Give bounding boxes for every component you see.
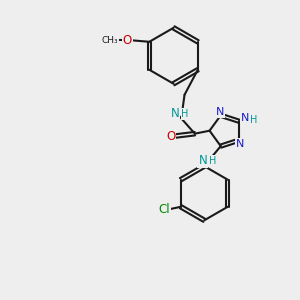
Text: O: O	[123, 34, 132, 47]
Text: H: H	[250, 115, 258, 125]
Text: N: N	[241, 113, 249, 123]
Text: Cl: Cl	[159, 202, 170, 216]
Text: H: H	[182, 109, 189, 119]
Text: N: N	[198, 154, 207, 167]
Text: N: N	[215, 107, 224, 117]
Text: O: O	[166, 130, 175, 142]
Text: N: N	[171, 107, 179, 120]
Text: N: N	[236, 139, 244, 149]
Text: CH₃: CH₃	[101, 36, 118, 45]
Text: H: H	[209, 156, 217, 166]
